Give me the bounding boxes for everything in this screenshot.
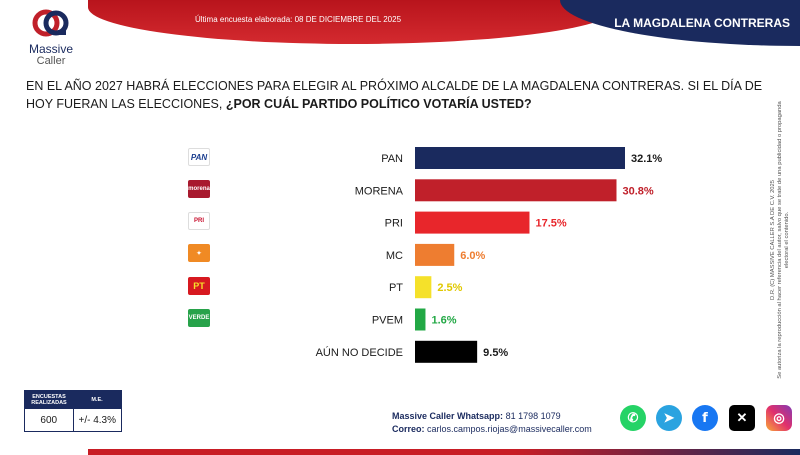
instagram-icon[interactable]: ◎ <box>766 405 792 431</box>
facebook-icon[interactable]: f <box>692 405 718 431</box>
bar <box>415 179 617 202</box>
value-label: 32.1% <box>631 153 662 165</box>
value-label: 30.8% <box>622 185 653 197</box>
mc-logo-icon: ✦ <box>188 244 210 262</box>
category-label: AÚN NO DECIDE <box>316 346 403 359</box>
value-label: 2.5% <box>437 282 462 294</box>
question-text: EN EL AÑO 2027 HABRÁ ELECCIONES PARA ELE… <box>26 79 763 111</box>
contact-info: Massive Caller Whatsapp: 81 1798 1079 Co… <box>392 410 592 436</box>
category-label: PT <box>389 282 403 294</box>
stats-header-surveys: ENCUESTAS REALIZADAS <box>31 394 67 406</box>
brand-name-line2: Caller <box>36 55 66 67</box>
telegram-icon[interactable]: ➤ <box>656 405 682 431</box>
category-label: PRI <box>385 218 403 230</box>
legal-line1: D.R. (C) MASSIVE CALLER S.A DE C.V. 2025 <box>770 180 776 300</box>
legal-line2: Se autoriza la reproducción al hacer ref… <box>777 101 790 379</box>
survey-question: EN EL AÑO 2027 HABRÁ ELECCIONES PARA ELE… <box>26 77 766 113</box>
value-label: 17.5% <box>535 218 566 230</box>
bar <box>415 276 432 299</box>
category-label: PVEM <box>372 315 403 327</box>
category-label: MORENA <box>355 185 404 197</box>
bar <box>415 308 426 331</box>
whatsapp-icon[interactable]: ✆ <box>620 405 646 431</box>
value-label: 1.6% <box>431 315 456 327</box>
brand-name-line1: Massive <box>28 42 73 56</box>
bar <box>415 211 530 234</box>
region-title: LA MAGDALENA CONTRERAS <box>614 16 790 30</box>
verde-logo-icon: VERDE <box>188 309 210 327</box>
stats-value-margin: +/- 4.3% <box>78 414 117 426</box>
category-label: PAN <box>381 153 403 165</box>
footer-strip <box>88 449 800 455</box>
pan-logo-icon: PAN <box>188 148 210 166</box>
survey-date: Última encuesta elaborada: 08 DE DICIEMB… <box>194 15 402 24</box>
x-icon[interactable]: ✕ <box>729 405 755 431</box>
value-label: 9.5% <box>483 347 508 359</box>
pri-logo-icon: PRI <box>188 212 210 230</box>
whatsapp-number: 81 1798 1079 <box>505 411 561 421</box>
email-address: carlos.campos.riojas@massivecaller.com <box>427 424 592 434</box>
value-label: 6.0% <box>460 250 485 262</box>
question-emphasis: ¿POR CUÁL PARTIDO POLÍTICO VOTARÍA USTED… <box>225 97 532 111</box>
brand-logo: Massive Caller <box>22 6 80 68</box>
category-label: MC <box>386 250 403 262</box>
whatsapp-label: Massive Caller Whatsapp: <box>392 411 504 421</box>
vote-intention-chart: PAN 32.1% MORENA 30.8% PRI 17.5% MC 6.0% PT 2.5% P… <box>316 147 662 363</box>
bar <box>415 147 625 169</box>
survey-stats-table: ENCUESTAS REALIZADAS M.E. 600 +/- 4.3% <box>24 390 122 432</box>
legal-notice: D.R. (C) MASSIVE CALLER S.A DE C.V. 2025… <box>770 95 792 385</box>
stats-value-surveys: 600 <box>25 409 74 431</box>
pt-logo-icon: PT <box>188 277 210 295</box>
massive-caller-logo-icon <box>32 9 69 37</box>
stats-header-margin: M.E. <box>91 397 103 403</box>
bar <box>415 243 455 266</box>
bar <box>415 340 478 363</box>
morena-logo-icon: morena <box>188 180 210 198</box>
email-label: Correo: <box>392 424 425 434</box>
